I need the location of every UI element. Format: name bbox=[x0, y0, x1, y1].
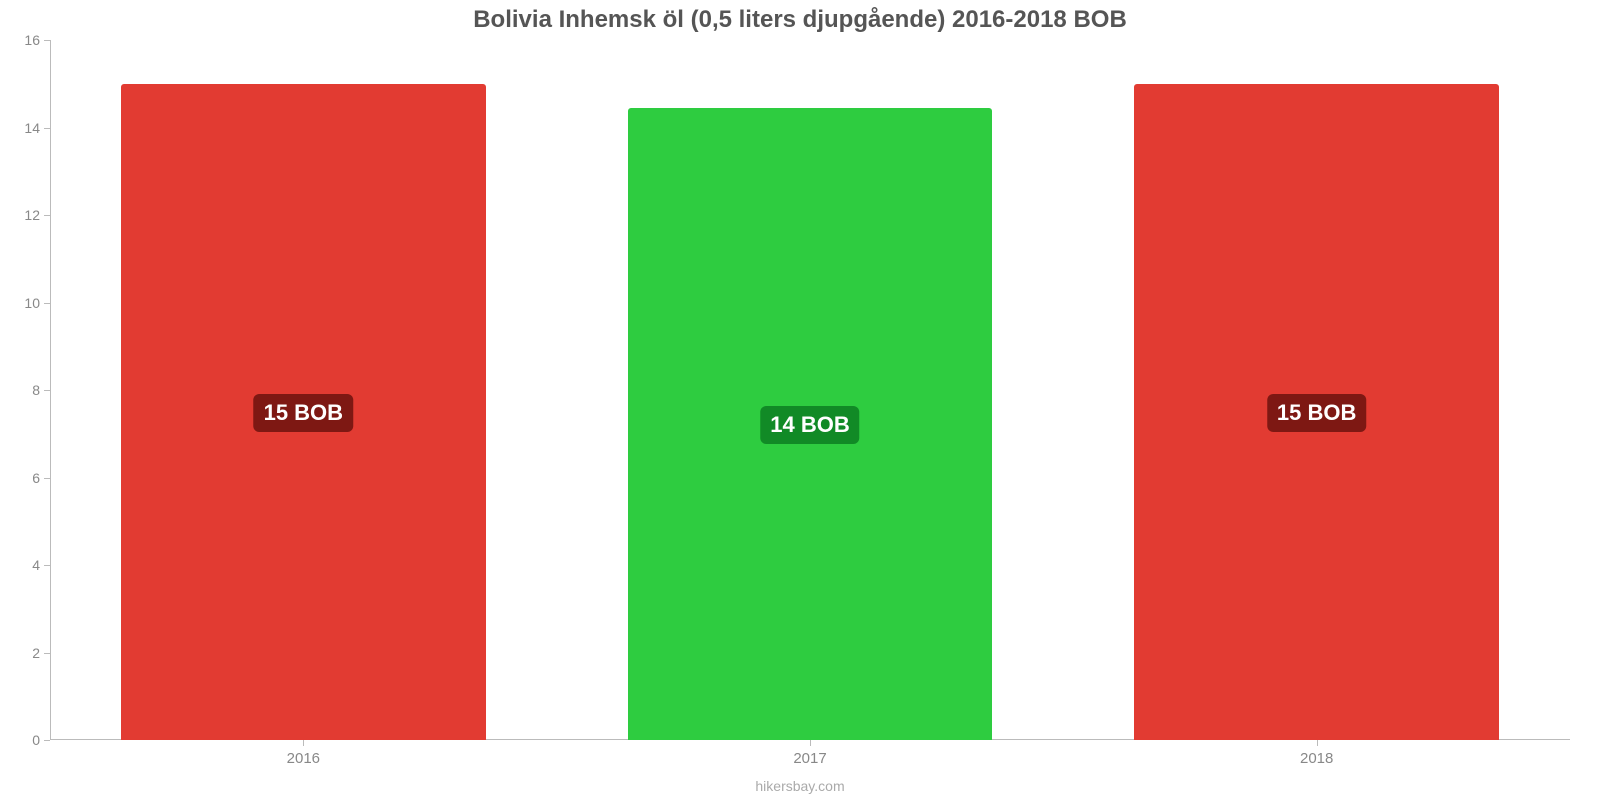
bar: 15 BOB bbox=[1134, 84, 1499, 740]
x-tick bbox=[1317, 740, 1318, 746]
x-tick-label: 2018 bbox=[1300, 750, 1333, 767]
chart-title: Bolivia Inhemsk öl (0,5 liters djupgåend… bbox=[0, 6, 1600, 34]
y-tick bbox=[44, 740, 50, 741]
bar-slot: 15 BOB2018 bbox=[1063, 40, 1570, 740]
bar-value-badge: 15 BOB bbox=[254, 394, 353, 432]
bars-container: 15 BOB201614 BOB201715 BOB2018 bbox=[50, 40, 1570, 740]
bar-chart: Bolivia Inhemsk öl (0,5 liters djupgåend… bbox=[0, 0, 1600, 800]
bar-value-badge: 14 BOB bbox=[760, 406, 859, 444]
y-tick-label: 0 bbox=[10, 732, 40, 748]
bar: 14 BOB bbox=[628, 108, 993, 740]
y-tick-label: 4 bbox=[10, 557, 40, 573]
y-tick-label: 10 bbox=[10, 295, 40, 311]
bar: 15 BOB bbox=[121, 84, 486, 740]
y-tick-label: 6 bbox=[10, 470, 40, 486]
y-tick-label: 12 bbox=[10, 207, 40, 223]
bar-slot: 14 BOB2017 bbox=[557, 40, 1064, 740]
x-tick bbox=[810, 740, 811, 746]
bar-slot: 15 BOB2016 bbox=[50, 40, 557, 740]
y-tick-label: 14 bbox=[10, 120, 40, 136]
y-tick-label: 16 bbox=[10, 32, 40, 48]
attribution: hikersbay.com bbox=[0, 778, 1600, 794]
y-tick-label: 8 bbox=[10, 382, 40, 398]
y-tick-label: 2 bbox=[10, 645, 40, 661]
bar-value-badge: 15 BOB bbox=[1267, 394, 1366, 432]
plot-area: 0246810121416 15 BOB201614 BOB201715 BOB… bbox=[50, 40, 1570, 740]
x-tick-label: 2017 bbox=[793, 750, 826, 767]
x-tick bbox=[303, 740, 304, 746]
x-tick-label: 2016 bbox=[287, 750, 320, 767]
